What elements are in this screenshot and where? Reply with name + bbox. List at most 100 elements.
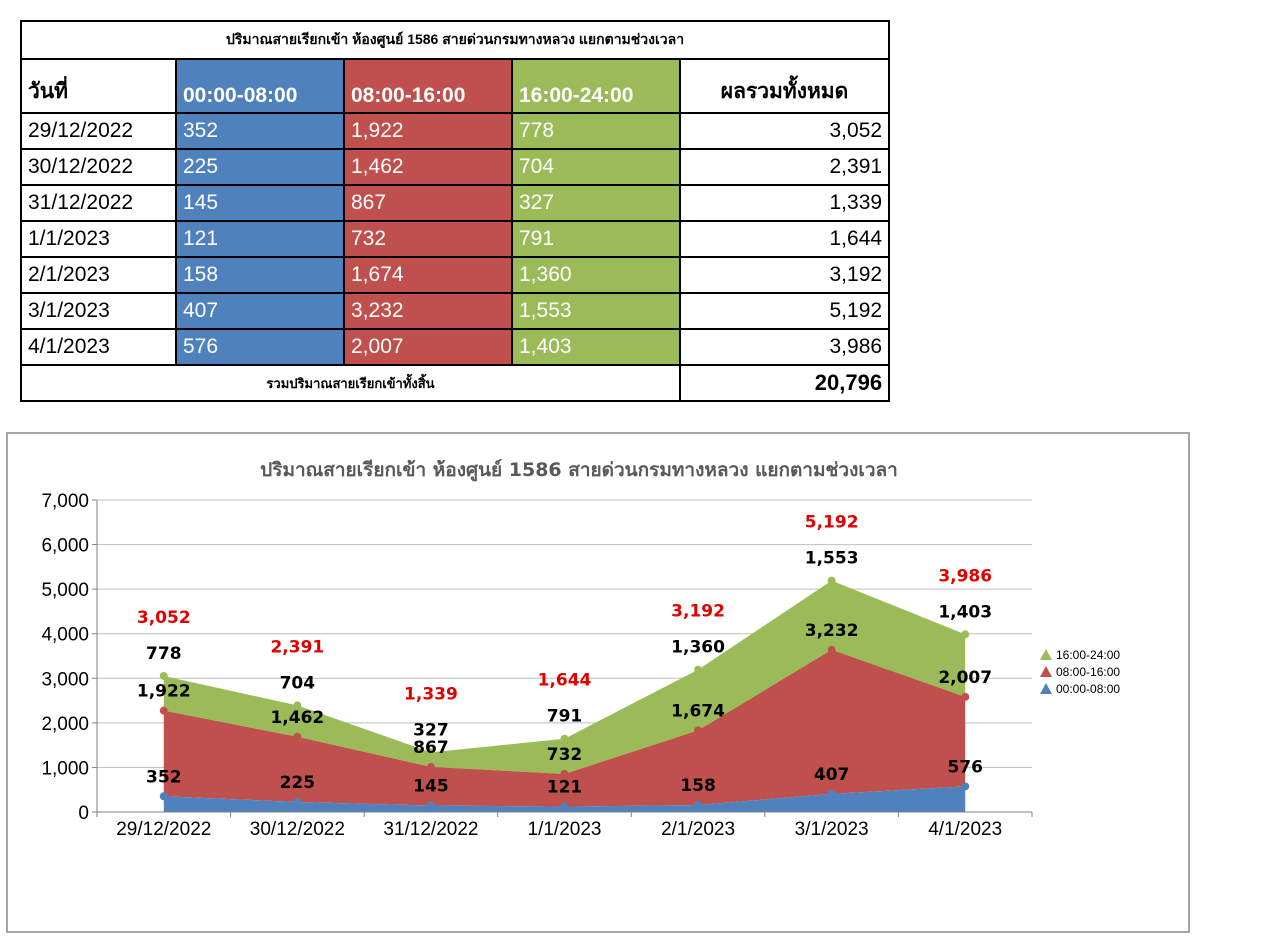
- table-row: 1/1/2023 121 732 791 1,644: [20, 220, 891, 258]
- x-tick-label: 31/12/2022: [383, 819, 478, 840]
- data-point: [159, 706, 168, 715]
- cell-shift-3: 791: [511, 220, 681, 258]
- cell-total: 3,192: [678, 256, 891, 294]
- y-tick-label: 2,000: [41, 714, 89, 735]
- table-title: ปริมาณสายเรียกเข้า ห้องศูนย์ 1586 สายด่ว…: [19, 20, 891, 60]
- area-series-2: [163, 649, 966, 807]
- table-header-row: วันที่ 00:00-08:00 08:00-16:00 16:00-24:…: [20, 58, 891, 114]
- data-point: [694, 800, 703, 809]
- table-row: 29/12/2022 352 1,922 778 3,052: [20, 112, 891, 150]
- data-point: [426, 801, 435, 810]
- cell-shift-3: 1,360: [511, 256, 681, 294]
- data-point: [560, 734, 569, 743]
- x-tick-label: 1/1/2023: [528, 819, 602, 840]
- cell-shift-2: 1,674: [343, 256, 513, 294]
- cell-shift-1: 145: [175, 184, 345, 222]
- data-label: 704: [280, 673, 316, 693]
- grand-total-row: รวมปริมาณสายเรียกเข้าทั้งสิ้น 20,796: [20, 364, 891, 402]
- cell-shift-2: 1,462: [343, 148, 513, 186]
- area-series-3: [163, 580, 966, 774]
- table-row: 3/1/2023 407 3,232 1,553 5,192: [20, 292, 891, 330]
- y-tick-label: 0: [78, 803, 89, 824]
- table-row: 31/12/2022 145 867 327 1,339: [20, 184, 891, 222]
- cell-shift-3: 1,403: [511, 328, 681, 366]
- total-label: 3,052: [137, 608, 191, 628]
- grand-total-value: 20,796: [678, 364, 891, 402]
- area-series-1: [163, 786, 966, 812]
- data-label: 145: [413, 777, 449, 797]
- chart-title: ปริมาณสายเรียกเข้า ห้องศูนย์ 1586 สายด่ว…: [260, 459, 898, 482]
- data-point: [159, 671, 168, 680]
- data-label: 732: [547, 745, 583, 765]
- data-point: [426, 762, 435, 771]
- cell-date: 30/12/2022: [20, 148, 177, 186]
- x-tick-label: 29/12/2022: [116, 819, 211, 840]
- header-shift-2: 08:00-16:00: [343, 58, 513, 114]
- data-point: [159, 792, 168, 801]
- data-label: 3,232: [805, 621, 859, 641]
- data-label: 225: [280, 773, 316, 793]
- data-label: 121: [547, 778, 583, 798]
- cell-total: 3,986: [678, 328, 891, 366]
- data-point: [827, 576, 836, 585]
- data-point: [426, 748, 435, 757]
- cell-total: 3,052: [678, 112, 891, 150]
- data-point: [694, 726, 703, 735]
- cell-shift-2: 867: [343, 184, 513, 222]
- data-label: 407: [814, 765, 850, 785]
- table-body: 29/12/2022 352 1,922 778 3,052 30/12/2022 225 1…: [20, 112, 891, 366]
- header-date: วันที่: [20, 58, 177, 114]
- data-point: [293, 732, 302, 741]
- cell-shift-3: 778: [511, 112, 681, 150]
- total-label: 5,192: [805, 513, 859, 533]
- data-point: [827, 645, 836, 654]
- chart-frame: ปริมาณสายเรียกเข้า ห้องศูนย์ 1586 สายด่ว…: [6, 432, 1190, 933]
- header-total: ผลรวมทั้งหมด: [678, 58, 891, 114]
- cell-date: 1/1/2023: [20, 220, 177, 258]
- cell-shift-3: 327: [511, 184, 681, 222]
- cell-shift-1: 407: [175, 292, 345, 330]
- cell-shift-1: 576: [175, 328, 345, 366]
- data-label: 2,007: [938, 668, 992, 688]
- grand-total-label: รวมปริมาณสายเรียกเข้าทั้งสิ้น: [20, 364, 681, 402]
- legend-marker-icon: [1040, 683, 1052, 694]
- cell-total: 1,339: [678, 184, 891, 222]
- x-tick-label: 4/1/2023: [928, 819, 1002, 840]
- x-tick-label: 2/1/2023: [661, 819, 735, 840]
- cell-total: 5,192: [678, 292, 891, 330]
- data-label: 1,462: [270, 708, 324, 728]
- legend-marker-icon: [1040, 666, 1052, 677]
- data-label: 327: [413, 720, 449, 740]
- data-point: [961, 782, 970, 791]
- cell-shift-2: 3,232: [343, 292, 513, 330]
- data-point: [827, 789, 836, 798]
- cell-date: 29/12/2022: [20, 112, 177, 150]
- cell-shift-3: 704: [511, 148, 681, 186]
- y-tick-label: 3,000: [41, 669, 89, 690]
- x-tick-label: 30/12/2022: [250, 819, 345, 840]
- data-label: 1,674: [671, 701, 725, 721]
- data-label: 1,922: [137, 682, 191, 702]
- cell-date: 4/1/2023: [20, 328, 177, 366]
- total-label: 2,391: [270, 637, 324, 657]
- y-tick-label: 6,000: [41, 536, 89, 557]
- header-shift-3: 16:00-24:00: [511, 58, 681, 114]
- x-tick-label: 3/1/2023: [795, 819, 869, 840]
- y-tick-label: 1,000: [41, 758, 89, 779]
- cell-shift-2: 1,922: [343, 112, 513, 150]
- cell-shift-1: 121: [175, 220, 345, 258]
- data-label: 1,360: [671, 638, 725, 658]
- data-label: 1,553: [805, 549, 859, 569]
- cell-shift-2: 732: [343, 220, 513, 258]
- data-label: 867: [413, 738, 449, 758]
- total-label: 1,339: [404, 684, 458, 704]
- cell-shift-3: 1,553: [511, 292, 681, 330]
- legend-label: 08:00-16:00: [1056, 665, 1120, 679]
- data-point: [694, 665, 703, 674]
- data-point: [560, 802, 569, 811]
- total-label: 3,986: [938, 566, 992, 586]
- data-table: ปริมาณสายเรียกเข้า ห้องศูนย์ 1586 สายด่ว…: [19, 20, 891, 402]
- legend-label: 16:00-24:00: [1056, 648, 1120, 662]
- data-point: [961, 692, 970, 701]
- cell-shift-1: 158: [175, 256, 345, 294]
